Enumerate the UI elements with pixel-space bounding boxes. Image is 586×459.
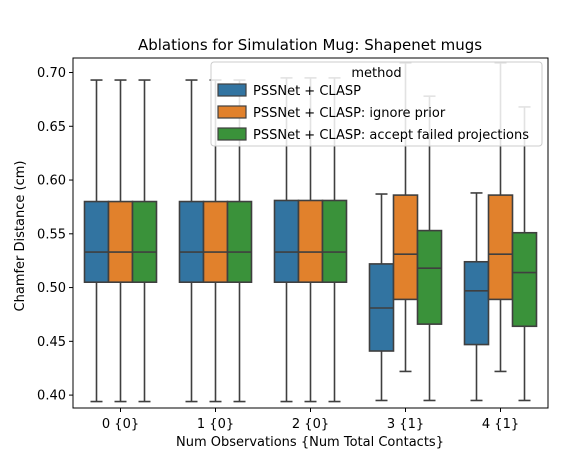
legend-label: PSSNet + CLASP: accept failed projection… bbox=[253, 128, 529, 143]
x-tick-label: 3 {1} bbox=[387, 417, 424, 432]
box-2-4 bbox=[511, 106, 538, 402]
box-2-3 bbox=[416, 95, 443, 402]
box-body bbox=[226, 200, 253, 283]
x-axis-label: Num Observations {Num Total Contacts} bbox=[176, 435, 444, 450]
legend-title: method bbox=[351, 66, 401, 81]
box-0-2 bbox=[273, 77, 300, 403]
box-body bbox=[511, 231, 538, 328]
box-1-4 bbox=[487, 62, 514, 373]
chart-title: Ablations for Simulation Mug: Shapenet m… bbox=[138, 36, 482, 54]
x-tick-label: 0 {0} bbox=[102, 417, 139, 432]
box-body bbox=[297, 199, 324, 283]
legend-swatch bbox=[217, 105, 247, 119]
box-0-0 bbox=[83, 79, 110, 403]
y-tick-label: 0.65 bbox=[37, 120, 66, 135]
y-tick-label: 0.70 bbox=[37, 66, 66, 81]
y-tick-label: 0.60 bbox=[37, 174, 66, 189]
box-body bbox=[178, 200, 205, 283]
box-0-1 bbox=[178, 79, 205, 403]
box-body bbox=[83, 200, 110, 283]
x-tick-label: 4 {1} bbox=[482, 417, 519, 432]
box-body bbox=[107, 200, 134, 283]
y-tick-label: 0.40 bbox=[37, 389, 66, 404]
box-body bbox=[273, 199, 300, 283]
legend-swatch bbox=[217, 127, 247, 141]
box-body bbox=[131, 200, 158, 283]
box-body bbox=[487, 194, 514, 301]
legend-label: PSSNet + CLASP: ignore prior bbox=[253, 106, 446, 121]
legend-box bbox=[210, 61, 543, 147]
x-tick-label: 2 {0} bbox=[292, 417, 329, 432]
y-tick-label: 0.55 bbox=[37, 227, 66, 242]
legend: method PSSNet + CLASP PSSNet + CLASP: igno… bbox=[210, 61, 543, 147]
y-tick-label: 0.50 bbox=[37, 281, 66, 296]
y-axis-label: Chamfer Distance (cm) bbox=[13, 161, 28, 312]
y-tick-label: 0.45 bbox=[37, 335, 66, 350]
legend-label: PSSNet + CLASP bbox=[253, 84, 361, 99]
box-body bbox=[202, 200, 229, 283]
box-body bbox=[416, 229, 443, 325]
x-tick-label: 1 {0} bbox=[197, 417, 234, 432]
box-body bbox=[392, 194, 419, 301]
box-0-3 bbox=[368, 193, 395, 402]
box-0-4 bbox=[463, 192, 490, 402]
legend-swatch bbox=[217, 83, 247, 97]
plot-area: 0.40 0.45 0.50 0.55 0.60 0.65 0.70 0 {0} 1 {0} 2 … bbox=[37, 57, 549, 432]
box-1-2 bbox=[297, 77, 324, 403]
box-1-0 bbox=[107, 79, 134, 403]
box-body bbox=[321, 199, 348, 283]
box-2-0 bbox=[131, 79, 158, 403]
box-body bbox=[463, 260, 490, 346]
